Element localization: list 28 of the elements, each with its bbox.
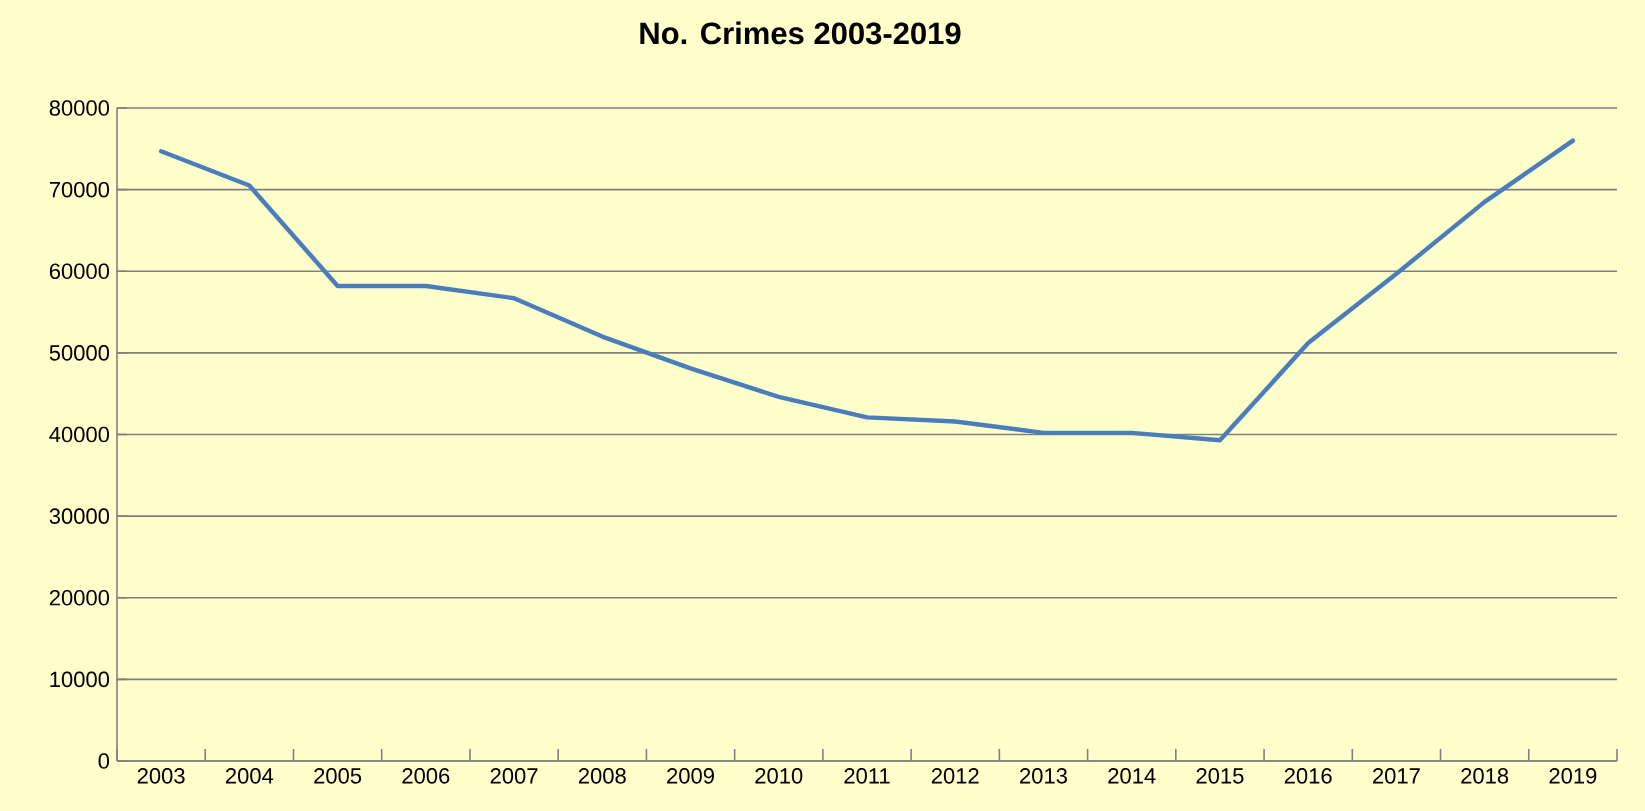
- y-tick-label: 50000: [49, 345, 110, 361]
- y-tick-label: 20000: [49, 589, 110, 606]
- y-tick-label: 40000: [49, 426, 110, 443]
- y-tick-label: 70000: [49, 181, 110, 198]
- x-tick-label: 2005: [314, 768, 362, 784]
- x-tick-label: 2017: [1373, 768, 1420, 784]
- x-tick-label: 2004: [225, 768, 274, 784]
- x-tick-label: 2013: [1020, 768, 1067, 784]
- x-tick-label: 2014: [1108, 768, 1156, 784]
- y-tick-label: 80000: [49, 100, 110, 116]
- x-tick-label: 2019: [1549, 768, 1597, 784]
- x-tick-label: 2018: [1461, 768, 1509, 784]
- x-tick-label: 2010: [755, 768, 803, 784]
- x-tick-label: 2011: [844, 768, 890, 784]
- x-tick-label: 2003: [137, 768, 185, 784]
- y-tick-label: 30000: [49, 508, 110, 524]
- y-tick-label: 0: [98, 753, 110, 769]
- y-tick-label: 10000: [50, 671, 110, 688]
- x-tick-label: 2015: [1196, 768, 1244, 784]
- x-tick-label: 2012: [931, 768, 979, 784]
- x-tick-label: 2008: [578, 768, 626, 784]
- x-tick-label: 2007: [490, 768, 538, 784]
- y-tick-label: 60000: [49, 263, 110, 280]
- x-tick-label: 2006: [402, 768, 450, 784]
- x-tick-label: 2009: [667, 768, 714, 784]
- chart-title: No. Crimes 2003-2019: [640, 21, 961, 45]
- x-tick-label: 2016: [1284, 768, 1332, 784]
- line-series: [158, 138, 1576, 443]
